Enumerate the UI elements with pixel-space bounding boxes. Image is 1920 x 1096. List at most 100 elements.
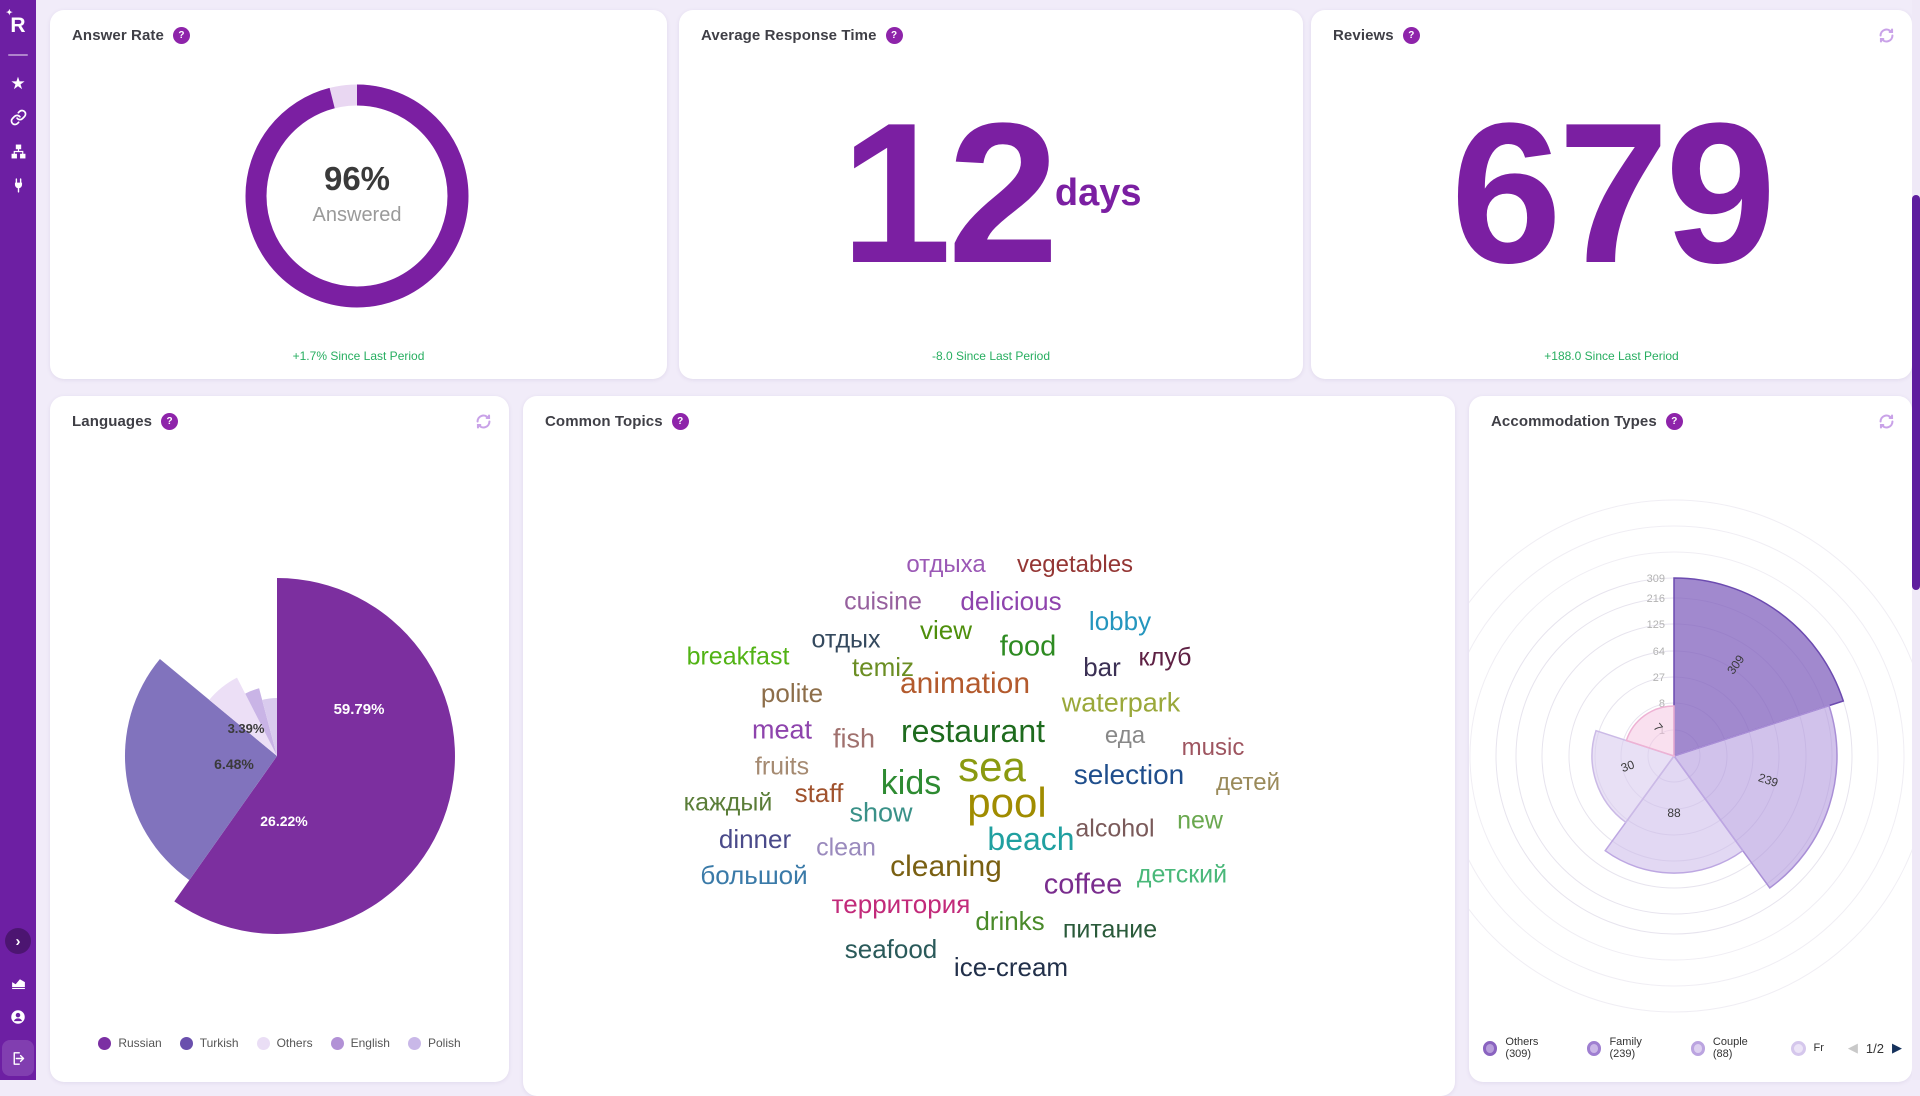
legend-item-family-239-[interactable]: Family (239) (1587, 1036, 1666, 1060)
next-page-icon[interactable]: ▶ (1892, 1040, 1902, 1055)
legend-item-others-309-[interactable]: Others (309) (1483, 1036, 1563, 1060)
link-icon (10, 109, 26, 125)
legend-item-turkish[interactable]: Turkish (179, 1036, 239, 1050)
sidebar-collapse-button[interactable]: › (5, 928, 31, 954)
cloud-word: территория (831, 889, 971, 919)
refresh-button[interactable] (1875, 410, 1898, 436)
legend-label: Fr (1813, 1042, 1824, 1054)
sidebar-item-logout[interactable] (2, 1040, 34, 1076)
help-icon[interactable]: ? (172, 27, 190, 44)
sidebar-item-account[interactable] (0, 1000, 36, 1034)
sparkle-icon: ✦ (6, 8, 13, 17)
cloud-word: clean (816, 833, 876, 862)
help-icon[interactable]: ? (1665, 413, 1683, 430)
avg-response-value: 12 (840, 81, 1058, 305)
svg-text:239: 239 (1757, 770, 1781, 790)
card-title: Common Topics (545, 413, 663, 430)
card-title: Accommodation Types (1491, 413, 1657, 430)
star-icon: ★ (10, 73, 26, 93)
legend-label: Others (276, 1036, 313, 1050)
cloud-word: большой (700, 860, 808, 890)
legend-label: Couple (88) (1712, 1036, 1748, 1060)
card-title: Average Response Time (701, 27, 877, 44)
cloud-word: клуб (1138, 643, 1192, 672)
languages-card: Languages ? 59.79% 26.22% 6.48% 3.39% Russi… (50, 396, 509, 1082)
help-icon[interactable]: ? (671, 413, 689, 430)
sidebar-item-hierarchy[interactable] (0, 134, 36, 168)
languages-pie-chart: 59.79% 26.22% 6.48% 3.39% (124, 578, 455, 934)
pie-slice-turkish (124, 659, 278, 881)
accommodation-legend: Others (309) Family (239) Couple (88) Fr ◀ 1/… (1483, 1036, 1902, 1060)
cloud-word: каждый (683, 788, 773, 817)
common-topics-card: Common Topics ? отдыха vegetables cuisine d… (523, 396, 1455, 1096)
scrollbar-thumb[interactable] (1912, 195, 1920, 590)
legend-item-russian[interactable]: Russian (98, 1036, 162, 1050)
sidebar-bottom-group: › (0, 928, 36, 1080)
scrollbar-track[interactable] (1912, 0, 1920, 1080)
sidebar-item-favorites[interactable]: ★ (0, 66, 36, 100)
cloud-word: seafood (844, 934, 938, 964)
svg-text:64: 64 (1653, 646, 1665, 658)
svg-text:309: 309 (1647, 573, 1665, 585)
legend-item-fr[interactable]: Fr (1790, 1040, 1824, 1056)
cloud-word: vegetables (1016, 551, 1134, 578)
cloud-word: view (919, 615, 973, 645)
legend-item-others[interactable]: Others (256, 1036, 313, 1050)
prev-page-icon[interactable]: ◀ (1847, 1040, 1858, 1055)
legend-ring-icon (1483, 1040, 1498, 1056)
svg-text:27: 27 (1653, 672, 1665, 684)
legend-dot-icon (256, 1036, 270, 1050)
accommodation-header: Accommodation Types ? (1469, 396, 1912, 430)
refresh-icon (1879, 414, 1894, 429)
cloud-word: pool (967, 779, 1047, 826)
legend-item-polish[interactable]: Polish (407, 1036, 461, 1050)
cloud-word: beach (987, 821, 1075, 857)
svg-text:88: 88 (1667, 806, 1681, 820)
brand-logo[interactable]: ✦ R (6, 8, 26, 37)
cloud-word: dinner (718, 824, 792, 854)
cloud-word: selection (1073, 759, 1185, 790)
area-chart-icon (11, 978, 25, 989)
languages-legend: Russian Turkish Others English Polish (50, 1036, 509, 1050)
legend-pagination: ◀ 1/2 ▶ (1848, 1040, 1902, 1056)
cloud-word: kids (880, 764, 942, 802)
answer-rate-value: 96% (323, 160, 391, 197)
topics-word-cloud: отдыха vegetables cuisine delicious lobby vie… (523, 396, 1455, 1096)
cloud-word: fruits (754, 752, 810, 781)
donut-center-text: 96% Answered (313, 162, 402, 227)
cloud-word: restaurant (900, 713, 1046, 749)
avg-response-unit: days (1054, 172, 1142, 214)
cloud-word: staff (794, 778, 844, 808)
cloud-word: еда (1104, 722, 1146, 749)
cloud-word: coffee (1043, 868, 1123, 901)
legend-item-couple-88-[interactable]: Couple (88) (1690, 1036, 1767, 1060)
legend-label: Others (309) (1505, 1036, 1539, 1060)
cloud-word: meat (751, 714, 813, 745)
sidebar-item-links[interactable] (0, 100, 36, 134)
help-icon[interactable]: ? (161, 413, 179, 430)
legend-ring-icon (1690, 1040, 1705, 1056)
user-icon (11, 1010, 25, 1024)
svg-text:59.79%: 59.79% (334, 701, 385, 718)
plug-icon (14, 177, 22, 193)
cloud-word: breakfast (686, 642, 790, 671)
sidebar-divider (8, 54, 28, 56)
sitemap-icon (11, 144, 25, 158)
cloud-word: детский (1136, 860, 1228, 889)
rose-slice-88 (1604, 754, 1744, 874)
rose-slice-30 (1591, 729, 1676, 824)
reviews-value: 679 (1450, 81, 1777, 305)
accommodation-types-card: Accommodation Types ? 309216125642781309… (1469, 396, 1912, 1082)
help-icon[interactable]: ? (1402, 27, 1420, 44)
cloud-word: cleaning (890, 850, 1002, 883)
refresh-button[interactable] (1875, 24, 1898, 50)
svg-text:26.22%: 26.22% (260, 813, 308, 829)
legend-label: Polish (427, 1036, 461, 1050)
refresh-icon (476, 414, 491, 429)
sidebar-item-analytics[interactable] (0, 966, 36, 1000)
sidebar: ✦ R ★ › (0, 0, 36, 1080)
sidebar-item-integrations[interactable] (0, 168, 36, 202)
help-icon[interactable]: ? (885, 27, 903, 44)
legend-item-english[interactable]: English (330, 1036, 390, 1050)
refresh-button[interactable] (472, 410, 495, 436)
